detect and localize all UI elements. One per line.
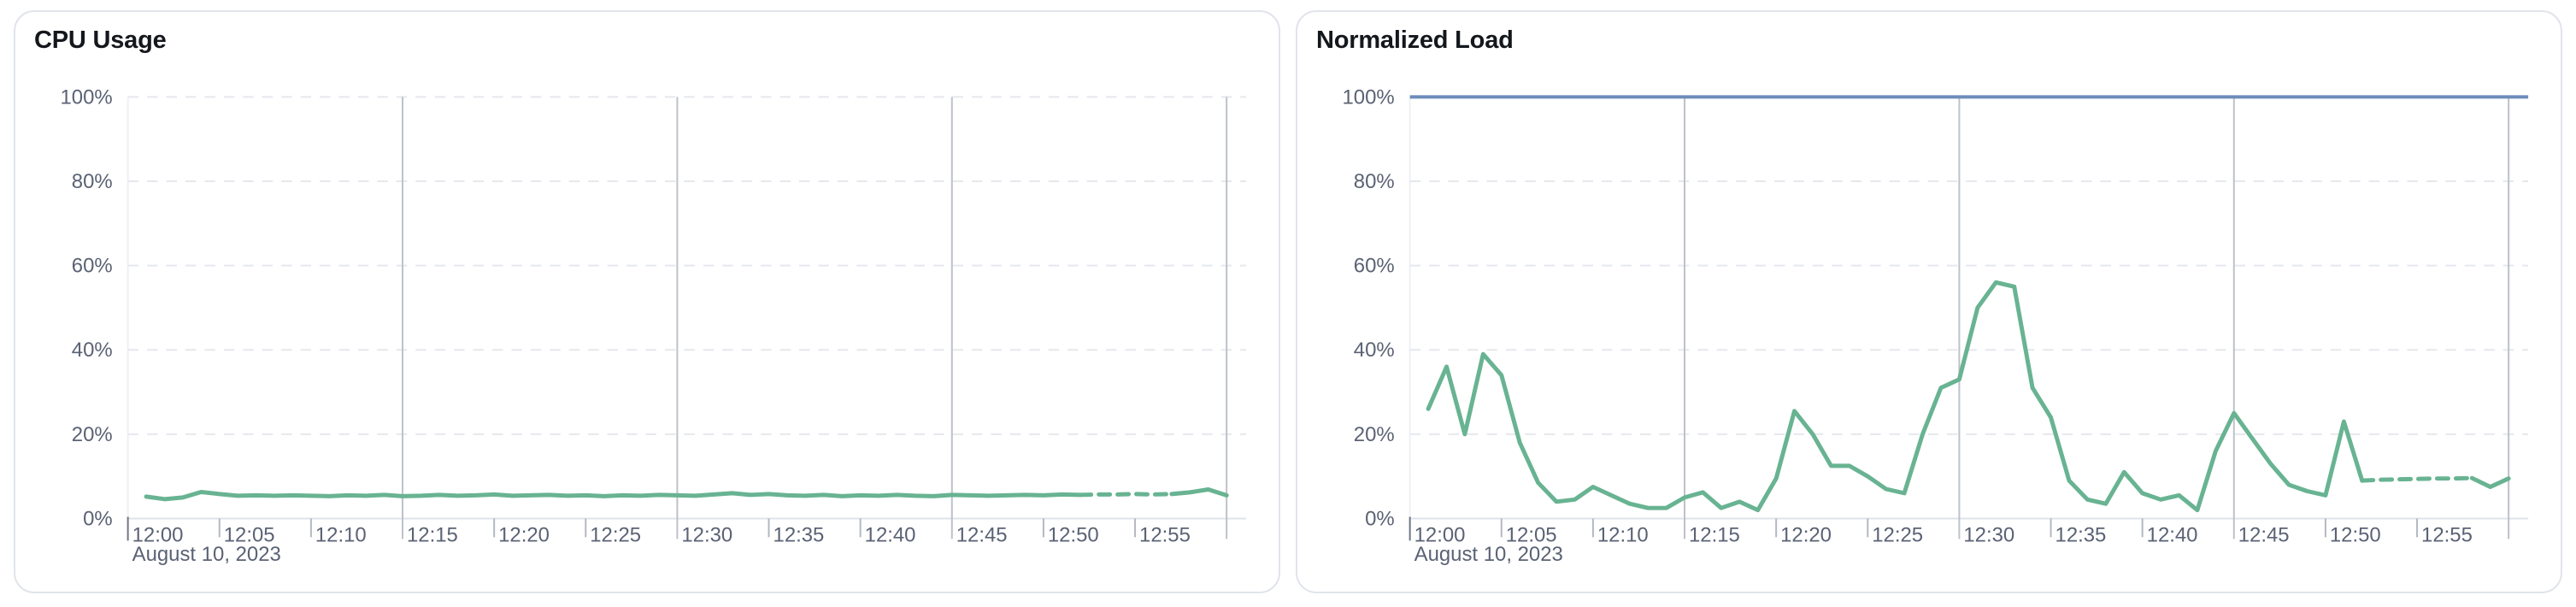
x-tick-label: 12:25 [1872, 523, 1923, 546]
x-tick-label: 12:45 [2238, 523, 2290, 546]
y-tick-label: 60% [1354, 255, 1395, 278]
normalized-load-card: Normalized Load 0% 20% 40% 60% 80% 100% 12:00 1… [1296, 10, 2562, 593]
y-tick-label: 0% [1365, 507, 1395, 530]
x-tick-label: 12:55 [1139, 523, 1191, 546]
cpu-usage-chart-title: CPU Usage [34, 27, 167, 54]
x-ticks [126, 516, 1137, 541]
y-tick-label: 0% [83, 507, 113, 530]
series-cpu-usage-dashed-segment [1078, 492, 1174, 498]
cpu-usage-card: CPU Usage 0% 20% 40% 60% 80% 100% 12:00 12:05 12… [14, 10, 1280, 593]
y-tick-label: 40% [72, 339, 113, 362]
series-normalized-load-line [2469, 475, 2511, 490]
series-cpu-usage-line [1169, 487, 1229, 498]
x-tick-label: 12:00 [132, 523, 184, 546]
v-gridlines [402, 97, 1228, 539]
h-gridlines [1409, 180, 2529, 520]
x-tick-label: 12:50 [1048, 523, 1099, 546]
x-tick-label: 12:05 [1506, 523, 1557, 546]
normalized-load-chart-title: Normalized Load [1316, 27, 1514, 54]
series-normalized-load-dashed-segment [2360, 475, 2474, 483]
y-tick-labels: 0% 20% 40% 60% 80% 100% [1343, 85, 1395, 530]
y-tick-label: 100% [61, 85, 113, 109]
x-tick-label: 12:15 [407, 523, 458, 546]
x-tick-label: 12:20 [498, 523, 550, 546]
x-tick-labels: 12:00 12:05 12:10 12:15 12:20 12:25 12:30 12:35… [132, 523, 1191, 566]
y-tick-label: 40% [1354, 339, 1395, 362]
y-tick-label: 20% [1354, 423, 1395, 446]
cpu-usage-chart[interactable]: 0% 20% 40% 60% 80% 100% 12:00 12:05 12:10 12:15 12… [15, 12, 1279, 592]
x-tick-label: 12:40 [2147, 523, 2198, 546]
v-gridlines [1684, 97, 2510, 539]
x-tick-label: 12:35 [773, 523, 825, 546]
y-tick-label: 80% [72, 170, 113, 193]
x-tick-label: 12:45 [956, 523, 1008, 546]
x-tick-label: 12:15 [1689, 523, 1740, 546]
series-normalized-load-line [1426, 280, 2365, 513]
x-tick-label: 12:55 [2421, 523, 2473, 546]
x-tick-label: 12:30 [1963, 523, 2014, 546]
x-tick-label: 12:10 [1597, 523, 1649, 546]
y-tick-label: 100% [1343, 85, 1395, 109]
x-tick-label: 12:00 [1414, 523, 1466, 546]
y-tick-label: 20% [72, 423, 113, 446]
x-tick-label: 12:05 [224, 523, 275, 546]
x-tick-labels: 12:00 12:05 12:10 12:15 12:20 12:25 12:30 12:35… [1414, 523, 2473, 566]
h-gridlines [127, 96, 1247, 520]
x-axis-date-label: August 10, 2023 [132, 543, 281, 566]
x-tick-label: 12:35 [2056, 523, 2107, 546]
x-ticks [1409, 516, 2419, 541]
x-tick-label: 12:25 [590, 523, 641, 546]
x-tick-label: 12:10 [315, 523, 367, 546]
y-tick-label: 80% [1354, 170, 1395, 193]
x-tick-label: 12:20 [1780, 523, 1832, 546]
y-tick-labels: 0% 20% 40% 60% 80% 100% [61, 85, 113, 530]
x-tick-label: 12:40 [865, 523, 916, 546]
y-tick-label: 60% [72, 255, 113, 278]
series-cpu-usage-line [144, 490, 1083, 502]
x-tick-label: 12:50 [2330, 523, 2381, 546]
x-tick-label: 12:30 [681, 523, 732, 546]
x-axis-date-label: August 10, 2023 [1414, 543, 1563, 566]
normalized-load-chart[interactable]: 0% 20% 40% 60% 80% 100% 12:00 12:05 12:10 12:15 12… [1297, 12, 2561, 592]
